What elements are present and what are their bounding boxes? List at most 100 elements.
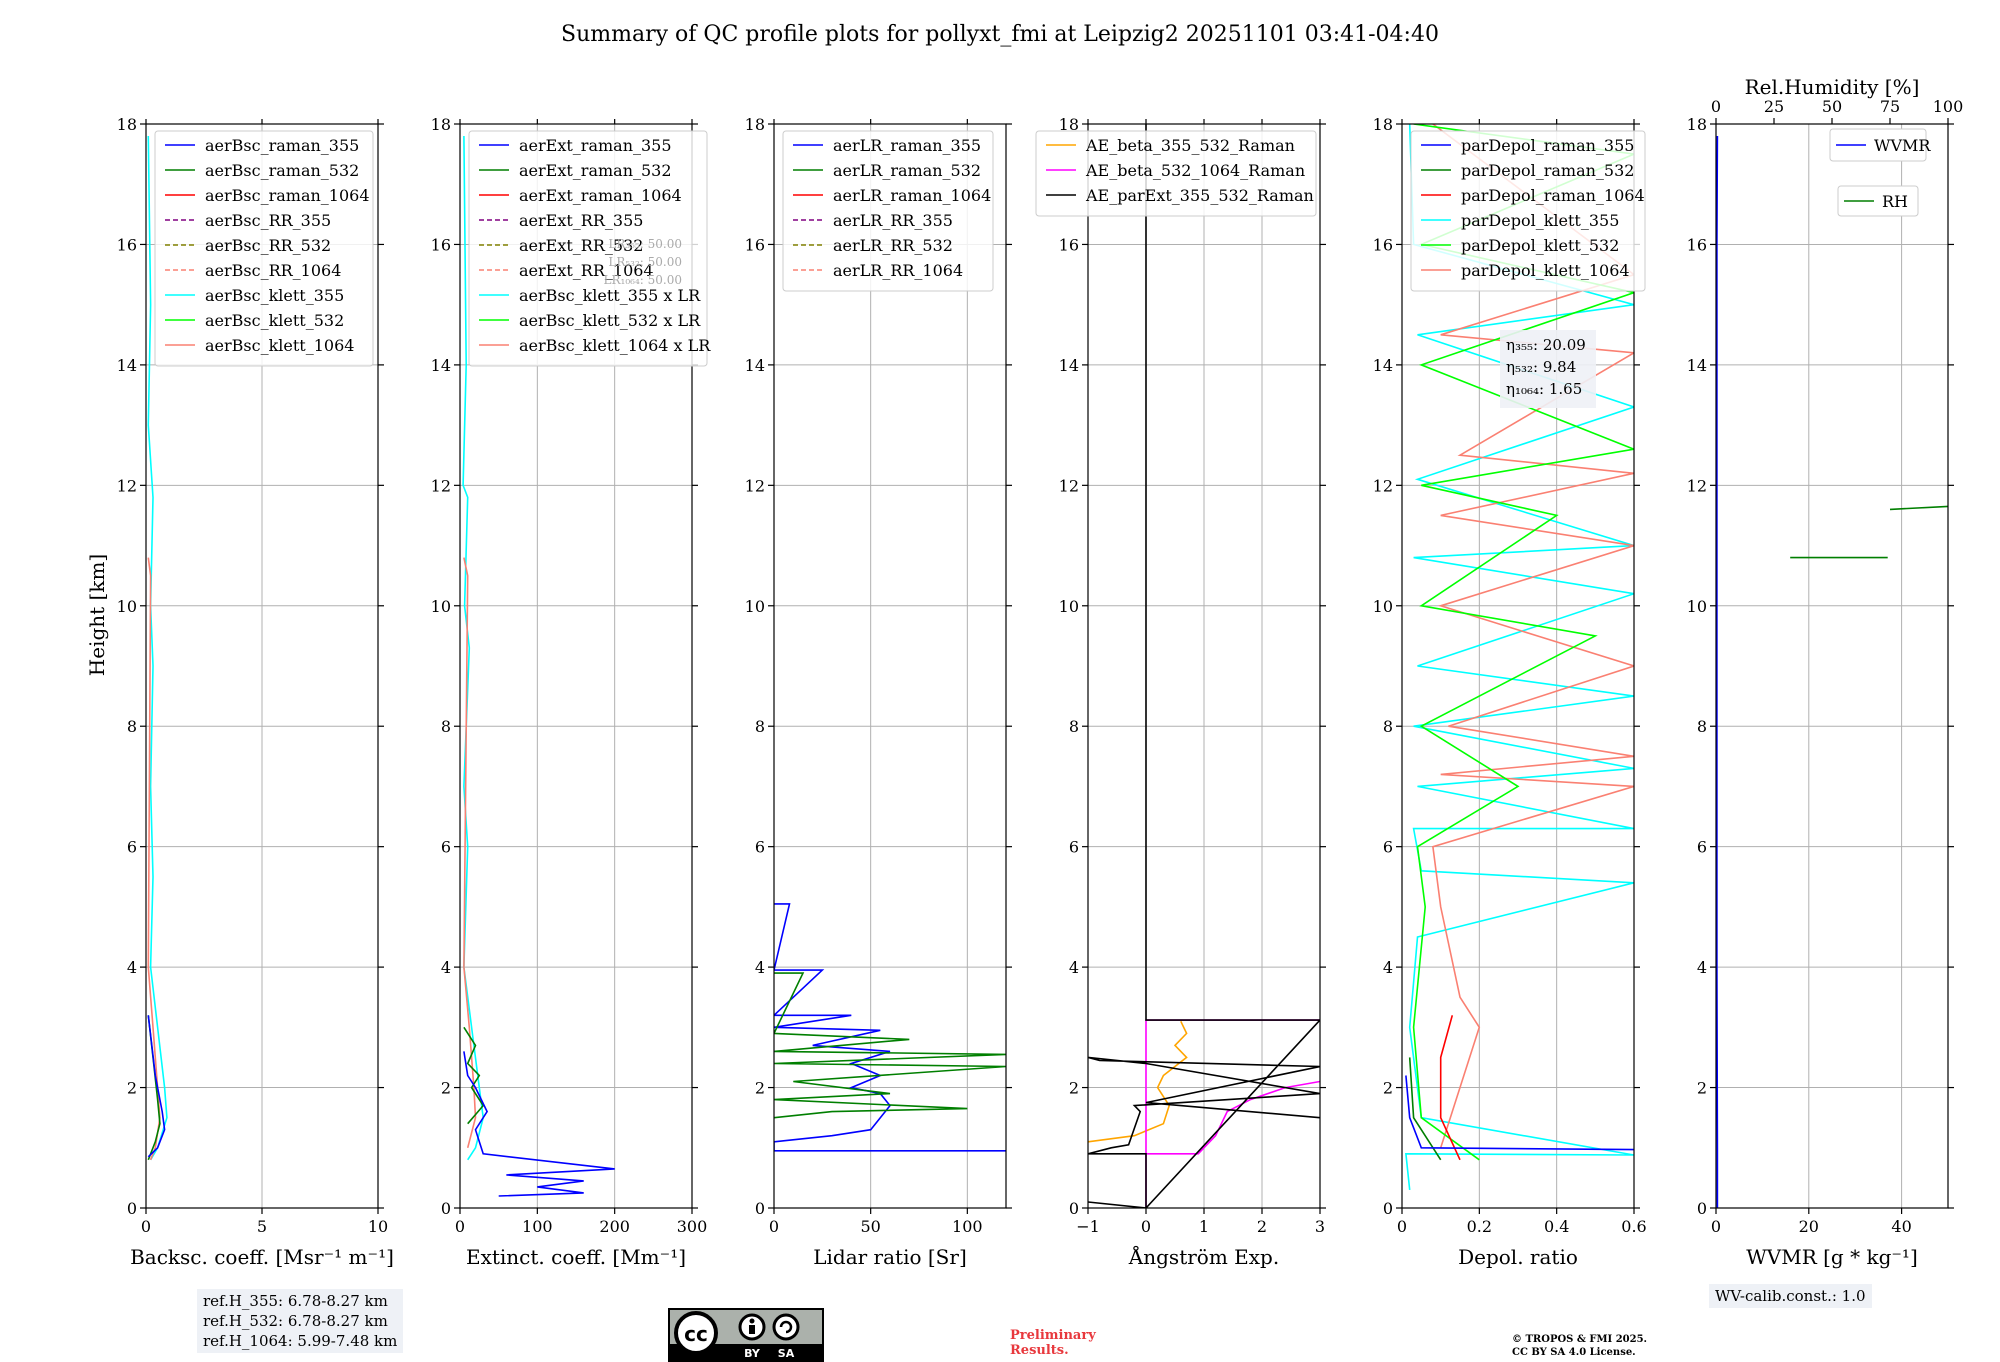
legend-frame	[154, 130, 374, 367]
x-tick-label: 0	[769, 1217, 779, 1236]
x-tick-label: 5	[257, 1217, 267, 1236]
y-tick-label: 18	[745, 115, 765, 134]
series-group	[1716, 135, 1948, 1208]
y-tick-label: 0	[755, 1199, 765, 1218]
wv-calibration-constant: WV-calib.const.: 1.0	[1715, 1287, 1866, 1305]
legend-entry: aerLR_RR_532	[833, 236, 953, 255]
preliminary-results-note: Preliminary Results.	[1010, 1328, 1096, 1358]
y-tick-label: 8	[127, 717, 137, 736]
legend-entry: parDepol_raman_532	[1461, 161, 1634, 180]
legend-entry: aerBsc_raman_532	[205, 161, 359, 180]
x-tick-label: 1	[1199, 1217, 1209, 1236]
panel-2: 0 100 200 300 0 2 4 6 8 10 12 14 16 18 Extinct. coeff.…	[431, 115, 712, 1269]
preliminary-line-1: Preliminary	[1010, 1328, 1096, 1343]
y-tick-label: 16	[745, 235, 765, 254]
legend-entry: aerLR_RR_1064	[833, 261, 963, 280]
preliminary-line-2: Results.	[1010, 1343, 1069, 1358]
legend-entry: aerBsc_RR_532	[205, 236, 331, 255]
eta-box-bg	[1500, 330, 1596, 408]
y-tick-label: 8	[1383, 717, 1393, 736]
x-tick-label: 0	[455, 1217, 465, 1236]
y-tick-label: 16	[431, 235, 451, 254]
legend-frame	[468, 130, 708, 367]
legend-frame	[1410, 130, 1646, 292]
y-tick-label: 8	[441, 717, 451, 736]
series-aerbsc-raman-355	[147, 1015, 166, 1158]
y-tick-label: 16	[117, 235, 137, 254]
legend-entry: aerExt_raman_355	[519, 136, 672, 155]
x2-tick-label: 0	[1711, 97, 1721, 116]
legend: WVMR RH	[1829, 128, 1931, 217]
x-tick-label: 300	[677, 1217, 708, 1236]
y-tick-label: 4	[755, 958, 765, 977]
y-tick-label: 2	[755, 1079, 765, 1098]
series-wvmr	[1716, 135, 1719, 1208]
legend-entry: parDepol_raman_355	[1461, 136, 1634, 155]
x-tick-label: 200	[599, 1217, 630, 1236]
y-tick-label: 0	[1069, 1199, 1079, 1218]
x-axis-label: Backsc. coeff. [Msr⁻¹ m⁻¹]	[130, 1245, 394, 1269]
x2-tick-label: 50	[1822, 97, 1842, 116]
y-tick-label: 4	[1069, 958, 1079, 977]
y-tick-label: 16	[1059, 235, 1079, 254]
legend-entry: parDepol_klett_355	[1461, 211, 1619, 230]
legend-entry: aerExt_RR_1064	[519, 261, 654, 280]
legend-entry: aerBsc_RR_355	[205, 211, 331, 230]
y-tick-label: 0	[1383, 1199, 1393, 1218]
y-tick-label: 0	[127, 1199, 137, 1218]
y-tick-label: 10	[431, 597, 451, 616]
series-pardepol-raman-532	[1408, 1057, 1442, 1161]
x-tick-label: 20	[1799, 1217, 1819, 1236]
y-tick-label: 12	[117, 476, 137, 495]
series-aerbsc-klett-1064-x-lr	[463, 557, 477, 1149]
y-tick-label: 10	[1373, 597, 1393, 616]
y-tick-label: 18	[431, 115, 451, 134]
y-tick-label: 14	[1687, 356, 1707, 375]
panel-5: 0 0.2 0.4 0.6 0 2 4 6 8 10 12 14 16 18 Depol. ratio par…	[1373, 115, 1647, 1269]
x-axis-label: Lidar ratio [Sr]	[813, 1245, 967, 1269]
y-tick-label: 8	[1697, 717, 1707, 736]
y-tick-label: 6	[441, 838, 451, 857]
legend-entry: parDepol_klett_1064	[1461, 261, 1630, 280]
y-tick-label: 14	[1059, 356, 1079, 375]
x2-tick-label: 25	[1764, 97, 1784, 116]
series-rh	[1889, 505, 1948, 511]
series-pardepol-klett-1064	[1432, 124, 1634, 1149]
ref-height-355: ref.H_355: 6.78-8.27 km	[203, 1292, 388, 1310]
legend-entry: aerLR_raman_1064	[833, 186, 991, 205]
series-group	[462, 135, 615, 1197]
legend-entry: aerExt_RR_532	[519, 236, 643, 255]
series-group	[1088, 124, 1320, 1208]
eta-value: η₁₀₆₄: 1.65	[1506, 380, 1582, 398]
legend-frame	[782, 130, 994, 292]
y-tick-label: 18	[1687, 115, 1707, 134]
y-tick-label: 8	[755, 717, 765, 736]
figure-title: Summary of QC profile plots for pollyxt_…	[561, 22, 1439, 47]
legend-entry: aerLR_RR_355	[833, 211, 953, 230]
x-tick-label: 100	[522, 1217, 553, 1236]
copyright-note: © TROPOS & FMI 2025. CC BY SA 4.0 Licens…	[1512, 1333, 1647, 1359]
x-tick-label: 0.6	[1621, 1217, 1646, 1236]
x-tick-label: 50	[860, 1217, 880, 1236]
y-tick-label: 18	[117, 115, 137, 134]
legend: aerLR_raman_355 aerLR_raman_532 aerLR_rama…	[782, 130, 994, 292]
x-axis-label: WVMR [g * kg⁻¹]	[1746, 1245, 1918, 1269]
legend-entry: aerBsc_klett_1064	[205, 336, 354, 355]
lidar-ratio-note: LR₁₀₆₄: 50.00	[604, 273, 682, 287]
series-aerlr-raman-355	[774, 903, 1006, 1152]
y-axis-label: Height [km]	[85, 554, 109, 676]
legend-entry: aerLR_raman_355	[833, 136, 981, 155]
lidar-ratio-note: LR₅₃₂: 50.00	[608, 255, 682, 269]
series-pardepol-raman-355	[1405, 1075, 1634, 1151]
cc-sa-label: SA	[778, 1347, 795, 1360]
legend-entry: aerBsc_raman_355	[205, 136, 359, 155]
legend: aerBsc_raman_355 aerBsc_raman_532 aerBsc_r…	[154, 130, 374, 367]
y-tick-label: 10	[1687, 597, 1707, 616]
legend: AE_beta_355_532_Raman AE_beta_532_1064_Ra…	[1035, 130, 1317, 217]
legend-entry: aerBsc_klett_532	[205, 311, 344, 330]
x-tick-label: 0	[1711, 1217, 1721, 1236]
top-axis-label: Rel.Humidity [%]	[1745, 75, 1920, 99]
eta-value: η₅₃₂: 9.84	[1506, 358, 1576, 376]
legend-entry: aerLR_raman_532	[833, 161, 981, 180]
